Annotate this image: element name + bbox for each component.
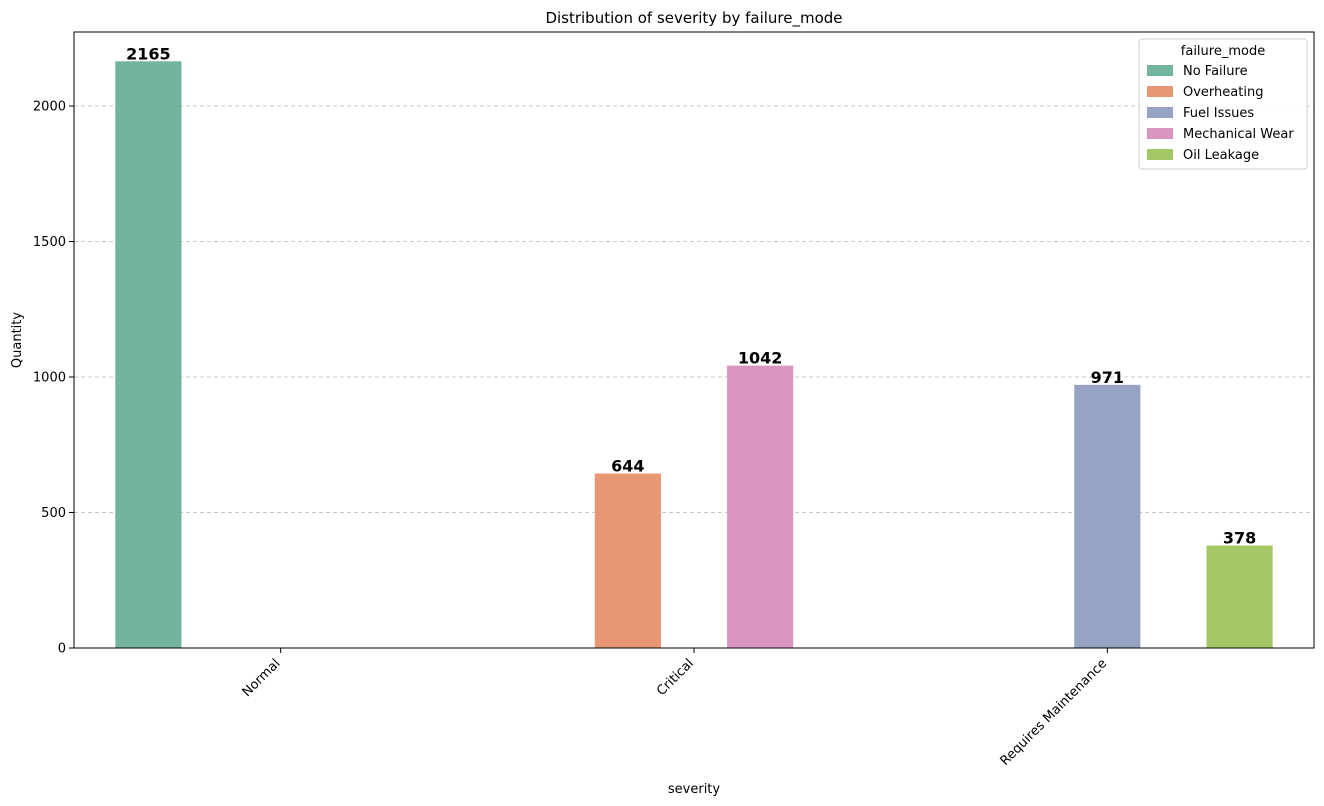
- y-tick-label: 1000: [33, 370, 66, 385]
- y-axis-title: Quantity: [10, 312, 25, 368]
- bar: [1206, 545, 1273, 648]
- legend-box: [1138, 38, 1308, 170]
- x-axis: Normal Critical Requires Maintenance: [240, 648, 1111, 769]
- data-label: 1042: [738, 349, 783, 368]
- legend-label: Mechanical Wear: [1183, 127, 1294, 142]
- bar: [594, 473, 661, 648]
- legend: failure_mode No Failure Overheating Fuel I…: [1138, 38, 1308, 170]
- x-tick-label: Critical: [654, 656, 697, 699]
- legend-label: Overheating: [1183, 85, 1263, 100]
- legend-swatch: [1147, 86, 1173, 97]
- legend-items: No Failure Overheating Fuel Issues Mechanic…: [1147, 64, 1294, 163]
- legend-swatch: [1147, 128, 1173, 139]
- bar: [727, 365, 794, 648]
- y-tick-label: 2000: [33, 99, 66, 114]
- y-axis: 0 500 1000 1500 2000: [33, 99, 74, 657]
- y-tick-label: 1500: [33, 235, 66, 250]
- legend-swatch: [1147, 65, 1173, 76]
- grid-layer: [74, 105, 1314, 513]
- legend-swatch: [1147, 149, 1173, 160]
- legend-label: Oil Leakage: [1183, 148, 1259, 163]
- bar: [1074, 384, 1141, 648]
- x-axis-title: severity: [668, 782, 721, 797]
- data-label: 971: [1091, 368, 1124, 387]
- chart-title: Distribution of severity by failure_mode: [545, 9, 842, 28]
- data-label: 378: [1223, 529, 1256, 548]
- x-tick-label: Requires Maintenance: [998, 656, 1111, 769]
- y-tick-label: 0: [58, 642, 66, 657]
- y-tick-label: 500: [41, 506, 66, 521]
- x-tick-label: Normal: [240, 656, 284, 700]
- data-label: 2165: [126, 44, 171, 63]
- bars-layer: [115, 61, 1273, 649]
- legend-swatch: [1147, 107, 1173, 118]
- legend-label: No Failure: [1183, 64, 1248, 79]
- data-labels-layer: 2165 644 1042 971 378: [126, 44, 1256, 547]
- legend-label: Fuel Issues: [1183, 106, 1254, 121]
- bar: [115, 61, 182, 649]
- data-label: 644: [611, 456, 644, 475]
- legend-title: failure_mode: [1181, 44, 1265, 59]
